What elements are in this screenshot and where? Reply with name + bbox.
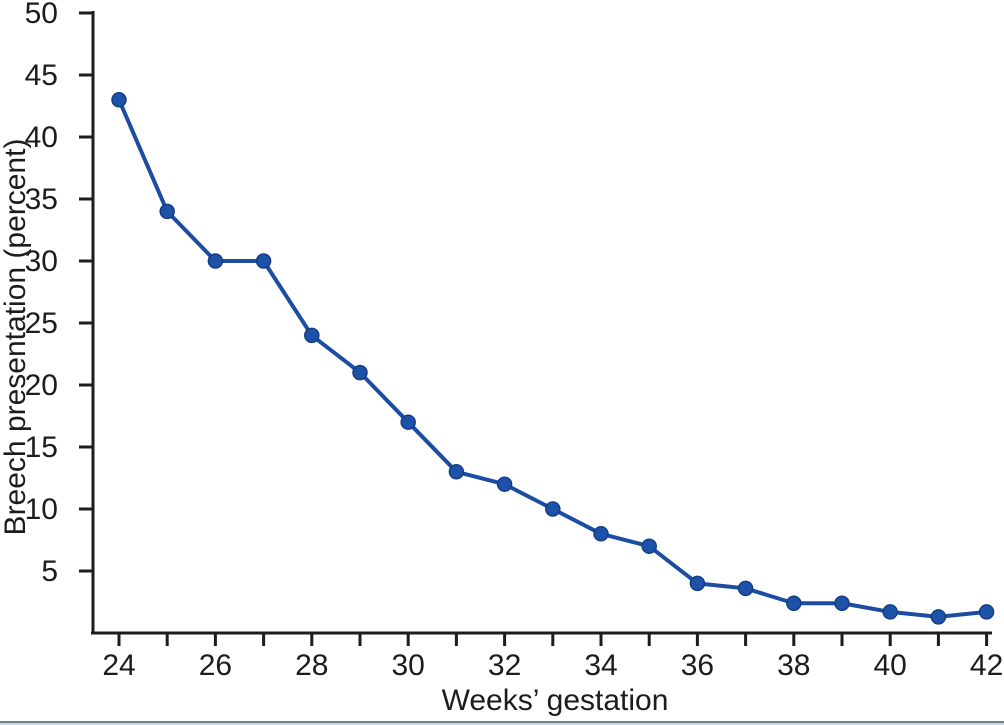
x-tick-label: 36 [681,649,714,682]
x-tick-label: 30 [392,649,425,682]
x-tick-label: 32 [488,649,521,682]
data-point-marker [496,476,513,492]
data-point-marker [978,604,995,620]
data-point-marker [400,414,416,430]
x-tick-label: 38 [777,649,810,682]
x-tick-label: 24 [102,649,135,682]
x-tick-label: 42 [970,649,1003,682]
bottom-border-rule [0,721,1004,725]
data-point-marker [448,464,465,480]
data-point-marker [159,203,175,220]
y-tick-label: 10 [25,493,58,526]
x-axis-title: Weeks’ gestation [441,684,669,717]
data-point-marker [834,595,850,611]
y-tick-label: 45 [25,59,58,92]
data-point-marker [593,526,609,542]
data-line [117,97,989,619]
y-tick-label: 5 [41,555,58,588]
data-point-marker [930,609,947,625]
data-point-marker [882,604,898,620]
y-tick-label: 50 [25,0,58,30]
y-tick-label: 30 [25,245,58,278]
data-point-marker [111,92,127,108]
data-point-marker [304,327,320,344]
data-point-marker [786,595,802,611]
y-tick-label: 20 [25,369,58,402]
y-tick-label: 40 [25,121,58,154]
x-tick-label: 34 [584,649,617,682]
data-point-marker [689,575,706,592]
data-point-marker [641,538,657,554]
data-point-marker [352,364,368,381]
data-point-marker [255,253,272,269]
x-tick-label: 40 [874,649,907,682]
y-tick-label: 35 [25,183,58,216]
data-point-marker [737,580,754,597]
y-tick-label: 25 [25,307,58,340]
x-tick-label: 28 [295,649,328,682]
y-axis-title: Breech presentation (percent) [0,138,32,536]
data-point-marker [545,501,561,517]
x-tick-label: 26 [199,649,232,682]
data-point-marker [207,253,224,269]
y-tick-label: 15 [25,431,58,464]
